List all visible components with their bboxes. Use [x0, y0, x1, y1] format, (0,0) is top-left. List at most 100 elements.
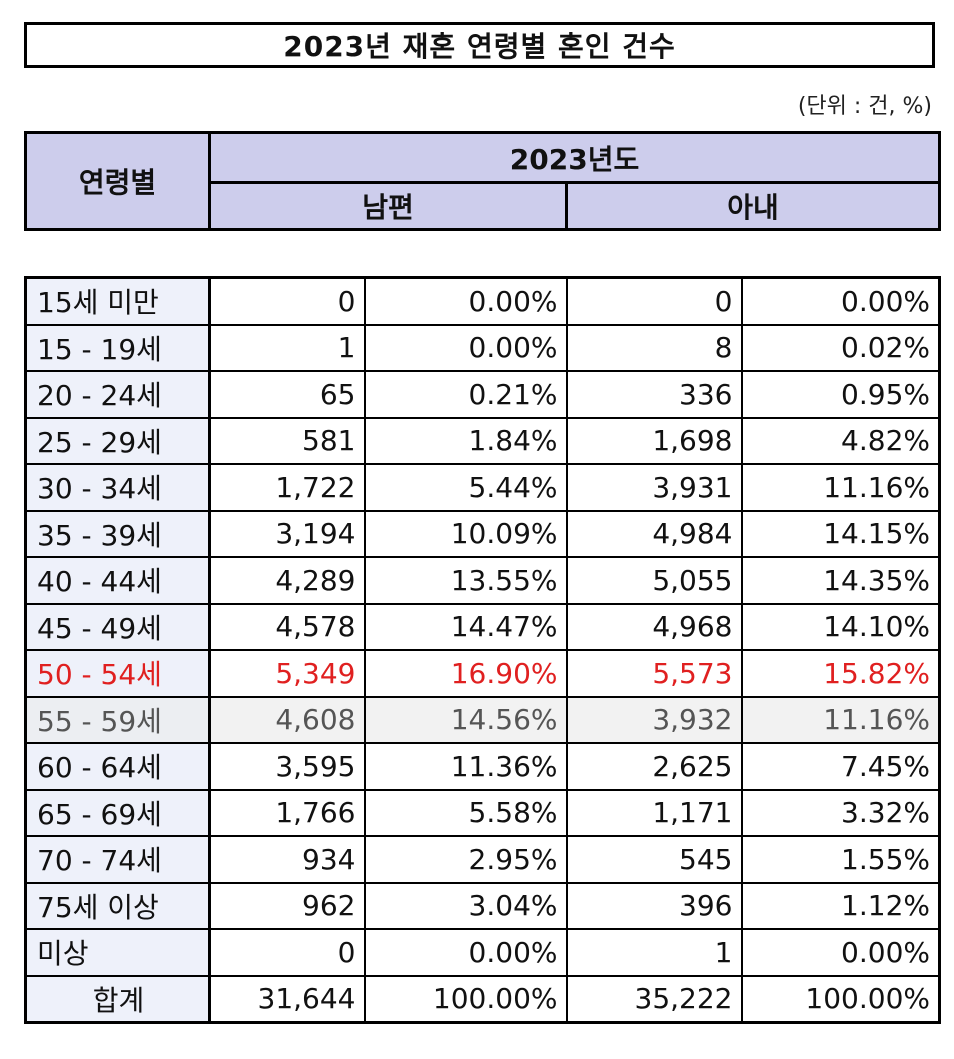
husband-pct-cell: 0.00% — [363, 928, 568, 977]
table-row: 25 - 29세 581 1.84% 1,698 4.82% — [24, 416, 941, 465]
husband-count-cell: 1,722 — [208, 463, 366, 512]
husband-count-cell: 4,289 — [208, 556, 366, 605]
husband-pct-cell: 14.56% — [363, 695, 568, 744]
wife-count-cell: 5,573 — [565, 649, 743, 698]
wife-pct-cell: 100.00% — [740, 974, 941, 1024]
table-row: 70 - 74세 934 2.95% 545 1.55% — [24, 835, 941, 884]
table-row: 75세 이상 962 3.04% 396 1.12% — [24, 881, 941, 930]
age-cell: 합계 — [24, 974, 211, 1024]
age-cell: 65 - 69세 — [24, 788, 211, 837]
header-year: 2023년도 — [207, 131, 942, 184]
age-cell: 40 - 44세 — [24, 556, 211, 605]
husband-pct-cell: 0.00% — [363, 323, 568, 372]
wife-pct-cell: 1.55% — [740, 835, 941, 884]
husband-count-cell: 3,194 — [208, 509, 366, 558]
husband-count-cell: 581 — [208, 416, 366, 465]
wife-count-cell: 1 — [565, 928, 743, 977]
wife-pct-cell: 14.10% — [740, 602, 941, 651]
wife-pct-cell: 4.82% — [740, 416, 941, 465]
age-cell: 20 - 24세 — [24, 370, 211, 419]
table-row: 50 - 54세 5,349 16.90% 5,573 15.82% — [24, 649, 941, 698]
wife-count-cell: 545 — [565, 835, 743, 884]
wife-pct-cell: 7.45% — [740, 742, 941, 791]
table-row: 15 - 19세 1 0.00% 8 0.02% — [24, 323, 941, 372]
wife-count-cell: 5,055 — [565, 556, 743, 605]
husband-pct-cell: 5.44% — [363, 463, 568, 512]
husband-pct-cell: 3.04% — [363, 881, 568, 930]
wife-count-cell: 3,932 — [565, 695, 743, 744]
husband-pct-cell: 11.36% — [363, 742, 568, 791]
age-cell: 75세 이상 — [24, 881, 211, 930]
age-cell: 45 - 49세 — [24, 602, 211, 651]
table-row: 미상 0 0.00% 1 0.00% — [24, 928, 941, 977]
header-husband: 남편 — [208, 181, 568, 231]
unit-note: (단위 : 건, %) — [797, 94, 932, 119]
age-cell: 50 - 54세 — [24, 649, 211, 698]
husband-pct-cell: 100.00% — [363, 974, 568, 1024]
wife-pct-cell: 3.32% — [740, 788, 941, 837]
header-table: 연령별 2023년도 남편 아내 — [24, 131, 942, 231]
table-row: 55 - 59세 4,608 14.56% 3,932 11.16% — [24, 695, 941, 744]
wife-count-cell: 4,968 — [565, 602, 743, 651]
wife-pct-cell: 11.16% — [740, 695, 941, 744]
wife-count-cell: 1,171 — [565, 788, 743, 837]
age-cell: 30 - 34세 — [24, 463, 211, 512]
wife-pct-cell: 0.02% — [740, 323, 941, 372]
age-cell: 55 - 59세 — [24, 695, 211, 744]
wife-count-cell: 8 — [565, 323, 743, 372]
wife-count-cell: 396 — [565, 881, 743, 930]
husband-pct-cell: 0.21% — [363, 370, 568, 419]
wife-count-cell: 2,625 — [565, 742, 743, 791]
age-cell: 15 - 19세 — [24, 323, 211, 372]
table-row: 60 - 64세 3,595 11.36% 2,625 7.45% — [24, 742, 941, 791]
husband-count-cell: 3,595 — [208, 742, 366, 791]
table-row: 20 - 24세 65 0.21% 336 0.95% — [24, 370, 941, 419]
husband-count-cell: 5,349 — [208, 649, 366, 698]
wife-pct-cell: 11.16% — [740, 463, 941, 512]
wife-count-cell: 1,698 — [565, 416, 743, 465]
table-row: 15세 미만 0 0.00% 0 0.00% — [24, 276, 941, 326]
wife-pct-cell: 0.95% — [740, 370, 941, 419]
age-cell: 70 - 74세 — [24, 835, 211, 884]
age-cell: 60 - 64세 — [24, 742, 211, 791]
table-title: 2023년 재혼 연령별 혼인 건수 — [24, 22, 935, 68]
husband-count-cell: 0 — [208, 276, 366, 326]
table-row: 30 - 34세 1,722 5.44% 3,931 11.16% — [24, 463, 941, 512]
husband-pct-cell: 0.00% — [363, 276, 568, 326]
husband-pct-cell: 1.84% — [363, 416, 568, 465]
husband-pct-cell: 13.55% — [363, 556, 568, 605]
wife-count-cell: 4,984 — [565, 509, 743, 558]
husband-count-cell: 962 — [208, 881, 366, 930]
wife-pct-cell: 14.15% — [740, 509, 941, 558]
husband-count-cell: 31,644 — [208, 974, 366, 1024]
wife-pct-cell: 0.00% — [740, 928, 941, 977]
age-cell: 미상 — [24, 928, 211, 977]
wife-pct-cell: 0.00% — [740, 276, 941, 326]
age-cell: 35 - 39세 — [24, 509, 211, 558]
husband-count-cell: 65 — [208, 370, 366, 419]
husband-pct-cell: 5.58% — [363, 788, 568, 837]
wife-pct-cell: 15.82% — [740, 649, 941, 698]
total-row: 합계 31,644 100.00% 35,222 100.00% — [24, 974, 941, 1024]
husband-count-cell: 0 — [208, 928, 366, 977]
husband-count-cell: 1 — [208, 323, 366, 372]
table-row: 45 - 49세 4,578 14.47% 4,968 14.10% — [24, 602, 941, 651]
wife-count-cell: 0 — [565, 276, 743, 326]
header-age: 연령별 — [24, 131, 211, 231]
wife-pct-cell: 14.35% — [740, 556, 941, 605]
age-cell: 15세 미만 — [24, 276, 211, 326]
wife-pct-cell: 1.12% — [740, 881, 941, 930]
wife-count-cell: 336 — [565, 370, 743, 419]
husband-pct-cell: 10.09% — [363, 509, 568, 558]
header-wife: 아내 — [564, 181, 942, 231]
table-row: 65 - 69세 1,766 5.58% 1,171 3.32% — [24, 788, 941, 837]
husband-pct-cell: 14.47% — [363, 602, 568, 651]
age-cell: 25 - 29세 — [24, 416, 211, 465]
table-row: 35 - 39세 3,194 10.09% 4,984 14.15% — [24, 509, 941, 558]
husband-count-cell: 934 — [208, 835, 366, 884]
husband-count-cell: 4,608 — [208, 695, 366, 744]
wife-count-cell: 3,931 — [565, 463, 743, 512]
data-table: 15세 미만 0 0.00% 0 0.00% 15 - 19세 1 0.00% 8 0.02% 20… — [24, 276, 941, 1024]
husband-pct-cell: 2.95% — [363, 835, 568, 884]
husband-count-cell: 4,578 — [208, 602, 366, 651]
